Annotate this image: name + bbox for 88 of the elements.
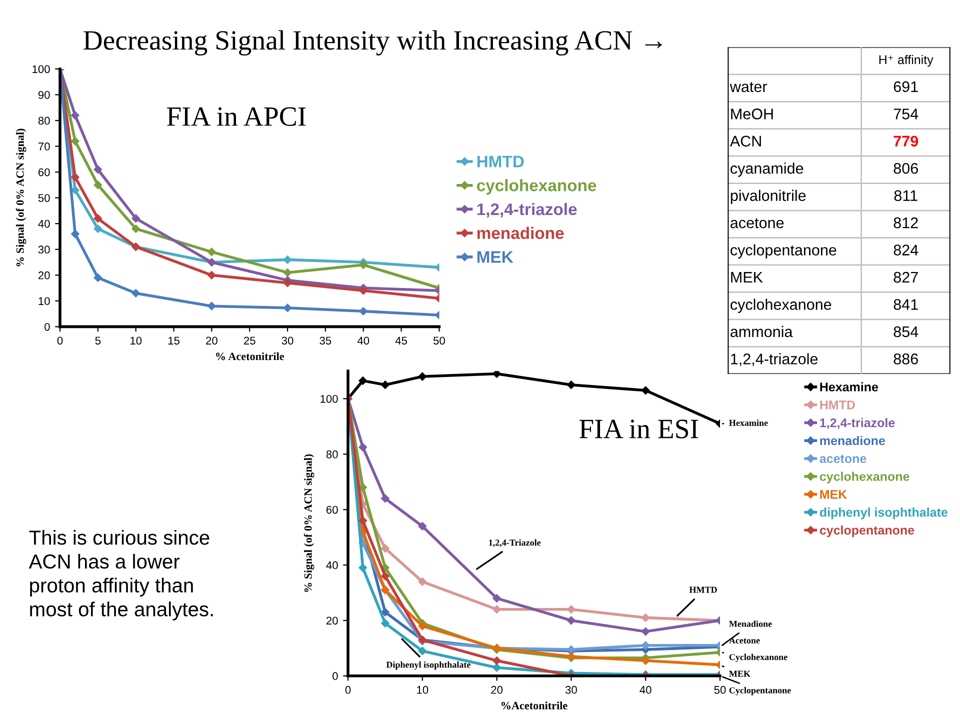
x-tick-label: 40 [357,336,370,345]
x-tick-label: 25 [244,336,256,345]
category-label: pivalonitrile [730,190,806,204]
category-label: cyanamide [730,162,804,177]
text: This is curious since ACN has a lower proton affinity than most of the analytes. [28,530,213,620]
y-tick-label: 0 [332,672,338,680]
data-label: 812 [894,217,918,228]
legend-label: 1,2,4-triazole [820,418,895,430]
x-tick-label: 50 [433,336,445,345]
data-label: 811 [894,190,918,202]
category-label: MEK [731,272,763,283]
x-tick-label: 10 [130,336,142,345]
annotation: Hexamine [729,420,768,426]
x-tick-label: 15 [168,336,180,345]
data-label: 854 [894,326,918,338]
data-label: 806 [894,162,918,174]
y-tick-label: 50 [38,194,50,202]
x-tick-label: 20 [491,686,503,694]
legend-label: MEK [820,490,848,499]
x-tick-label: 40 [640,686,652,694]
y-tick-label: 70 [38,142,50,150]
chart-title: Decreasing Signal Intensity with Increasing ACN → [84,30,662,56]
y-tick-label: 60 [326,506,338,514]
legend-label: 1,2,4-triazole [477,202,577,218]
annotation: Menadione [729,620,772,627]
data-label: 779 [894,136,918,147]
legend-label: cyclopentanone [820,525,914,538]
category-label: cyclopentanone [730,244,836,258]
data-label: 827 [894,272,918,283]
legend-label: cyclohexanone [820,472,910,484]
category-label: cyclohexanone [730,298,832,313]
category-label: water [730,82,768,92]
y-tick-label: 20 [326,616,338,625]
y-tick-label: 0 [44,322,50,331]
x-tick-label: 20 [206,336,218,345]
data-label: 886 [894,354,918,364]
x-tick-label: 45 [395,336,407,345]
y-tick-label: 80 [326,450,338,458]
legend-label: HMTD [477,156,524,168]
y-tick-label: 60 [38,168,50,176]
legend-label: acetone [820,454,866,464]
data-label: 841 [894,299,918,310]
y-axis-title: % Signal (of 0% ACN signal) [16,128,26,266]
y-tick-label: 40 [38,220,50,228]
annotation: MEK [729,670,750,677]
annotation: Acetone [729,637,760,644]
data-label: 691 [894,81,918,92]
annotation: 1,2,4-Triazole [489,539,541,547]
y-tick-label: 90 [38,91,50,99]
category-label: ammonia [730,326,793,338]
x-tick-label: 0 [57,336,63,345]
y-tick-label: 10 [38,297,50,306]
data-label: 824 [894,244,918,256]
data-label: 754 [894,108,918,120]
legend-label: menadione [820,436,885,446]
x-tick-label: 50 [714,686,726,694]
text: H⁺ affinity [879,54,934,67]
legend-label: HMTD [820,400,855,410]
legend-label: menadione [477,226,564,240]
y-tick-label: 20 [38,271,50,280]
x-tick-label: 5 [95,336,101,345]
x-axis-title: %Acetonitrile [502,702,568,710]
legend-label: Hexamine [820,382,878,392]
category-label: MeOH [731,108,773,120]
legend-label: cyclohexanone [476,179,596,195]
x-tick-label: 10 [417,686,428,694]
y-tick-label: 30 [38,246,50,254]
x-tick-label: 30 [282,336,294,345]
legend-label: MEK [477,251,514,263]
category-label: acetone [730,218,784,228]
annotation: Cyclohexanone [729,654,788,662]
y-axis-title: % Signal (of 0% ACN signal) [304,454,314,592]
annotation: FIA in APCI [166,107,306,126]
x-tick-label: 0 [345,686,351,694]
y-tick-label: 40 [326,561,338,570]
category-label: 1,2,4-triazole [731,353,818,366]
annotation: Diphenyl isophthalate [386,661,470,670]
category-label: ACN [730,136,761,147]
y-tick-label: 100 [32,65,50,74]
y-tick-label: 80 [38,116,50,125]
annotation: FIA in ESI [579,420,698,438]
y-tick-label: 100 [320,394,338,403]
legend-label: diphenyl isophthalate [820,508,948,520]
x-tick-label: 30 [565,686,577,694]
x-tick-label: 35 [320,336,332,345]
annotation: Cyclopentanone [729,687,791,696]
annotation: HMTD [689,586,717,593]
x-axis-title: % Acetonitrile [216,352,284,360]
